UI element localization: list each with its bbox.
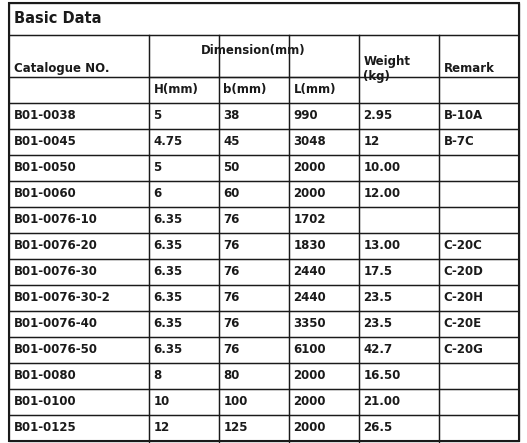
Text: B01-0125: B01-0125 xyxy=(14,421,76,434)
Text: 76: 76 xyxy=(223,265,240,278)
Text: B01-0076-30-2: B01-0076-30-2 xyxy=(14,291,110,304)
Bar xyxy=(8,155,519,180)
Text: 990: 990 xyxy=(294,109,318,122)
Text: 80: 80 xyxy=(223,369,240,382)
Text: 2000: 2000 xyxy=(294,187,326,200)
Text: B01-0060: B01-0060 xyxy=(14,187,76,200)
Text: 23.5: 23.5 xyxy=(364,317,393,330)
Text: 76: 76 xyxy=(223,213,240,226)
Text: 2440: 2440 xyxy=(294,265,326,278)
Text: B-10A: B-10A xyxy=(444,109,483,122)
Text: B01-0076-30: B01-0076-30 xyxy=(14,265,97,278)
Text: 50: 50 xyxy=(223,161,240,174)
Text: 6.35: 6.35 xyxy=(153,265,183,278)
Text: 125: 125 xyxy=(223,421,248,434)
Text: 6.35: 6.35 xyxy=(153,343,183,356)
Text: 2.95: 2.95 xyxy=(364,109,393,122)
Bar xyxy=(8,102,519,128)
Text: 5: 5 xyxy=(153,161,162,174)
Bar xyxy=(8,128,519,155)
Text: L(mm): L(mm) xyxy=(294,83,336,96)
Text: Catalogue NO.: Catalogue NO. xyxy=(14,62,109,75)
Bar xyxy=(8,206,519,233)
Bar xyxy=(8,35,519,77)
Bar xyxy=(8,362,519,389)
Bar xyxy=(8,259,519,284)
Text: 12: 12 xyxy=(153,421,170,434)
Text: C-20G: C-20G xyxy=(444,343,483,356)
Bar xyxy=(8,180,519,206)
Text: 38: 38 xyxy=(223,109,240,122)
Text: 26.5: 26.5 xyxy=(364,421,393,434)
Text: 76: 76 xyxy=(223,343,240,356)
Bar xyxy=(8,337,519,362)
Bar xyxy=(8,77,519,102)
Text: 6100: 6100 xyxy=(294,343,326,356)
Text: 1702: 1702 xyxy=(294,213,326,226)
Text: B01-0050: B01-0050 xyxy=(14,161,76,174)
Text: 12: 12 xyxy=(364,135,380,148)
Text: 8: 8 xyxy=(153,369,162,382)
Bar xyxy=(8,3,519,35)
Bar xyxy=(8,233,519,259)
Text: 6.35: 6.35 xyxy=(153,239,183,252)
Text: B01-0045: B01-0045 xyxy=(14,135,76,148)
Bar xyxy=(8,415,519,440)
Bar xyxy=(8,284,519,311)
Text: B01-0038: B01-0038 xyxy=(14,109,76,122)
Text: 13.00: 13.00 xyxy=(364,239,401,252)
Text: 21.00: 21.00 xyxy=(364,395,401,408)
Text: C-20H: C-20H xyxy=(444,291,483,304)
Text: B01-0076-10: B01-0076-10 xyxy=(14,213,97,226)
Text: 16.50: 16.50 xyxy=(364,369,401,382)
Text: 6: 6 xyxy=(153,187,162,200)
Text: 76: 76 xyxy=(223,239,240,252)
Text: 12.00: 12.00 xyxy=(364,187,401,200)
Text: b(mm): b(mm) xyxy=(223,83,267,96)
Text: C-20D: C-20D xyxy=(444,265,483,278)
Text: 6.35: 6.35 xyxy=(153,291,183,304)
Text: B01-0076-20: B01-0076-20 xyxy=(14,239,97,252)
Text: B-7C: B-7C xyxy=(444,135,474,148)
Text: 17.5: 17.5 xyxy=(364,265,393,278)
Text: 2440: 2440 xyxy=(294,291,326,304)
Text: H(mm): H(mm) xyxy=(153,83,198,96)
Text: 23.5: 23.5 xyxy=(364,291,393,304)
Text: Basic Data: Basic Data xyxy=(14,11,101,26)
Text: 5: 5 xyxy=(153,109,162,122)
Text: 2000: 2000 xyxy=(294,369,326,382)
Text: 60: 60 xyxy=(223,187,240,200)
Text: 2000: 2000 xyxy=(294,421,326,434)
Text: 76: 76 xyxy=(223,291,240,304)
Text: Remark: Remark xyxy=(444,62,494,75)
Bar xyxy=(8,389,519,415)
Text: 3048: 3048 xyxy=(294,135,326,148)
Text: B01-0076-50: B01-0076-50 xyxy=(14,343,97,356)
Text: 4.75: 4.75 xyxy=(153,135,183,148)
Text: 2000: 2000 xyxy=(294,161,326,174)
Text: Weight
(kg): Weight (kg) xyxy=(364,54,411,82)
Text: 10: 10 xyxy=(153,395,170,408)
Text: 6.35: 6.35 xyxy=(153,213,183,226)
Text: 42.7: 42.7 xyxy=(364,343,393,356)
Text: Dimension(mm): Dimension(mm) xyxy=(201,44,306,57)
Text: 1830: 1830 xyxy=(294,239,326,252)
Text: 100: 100 xyxy=(223,395,248,408)
Text: B01-0100: B01-0100 xyxy=(14,395,76,408)
Text: 76: 76 xyxy=(223,317,240,330)
Text: C-20E: C-20E xyxy=(444,317,482,330)
Text: C-20C: C-20C xyxy=(444,239,482,252)
Text: 45: 45 xyxy=(223,135,240,148)
Text: 10.00: 10.00 xyxy=(364,161,401,174)
Text: 6.35: 6.35 xyxy=(153,317,183,330)
Text: 3350: 3350 xyxy=(294,317,326,330)
Text: B01-0080: B01-0080 xyxy=(14,369,76,382)
Bar xyxy=(8,311,519,337)
Text: B01-0076-40: B01-0076-40 xyxy=(14,317,97,330)
Text: 2000: 2000 xyxy=(294,395,326,408)
